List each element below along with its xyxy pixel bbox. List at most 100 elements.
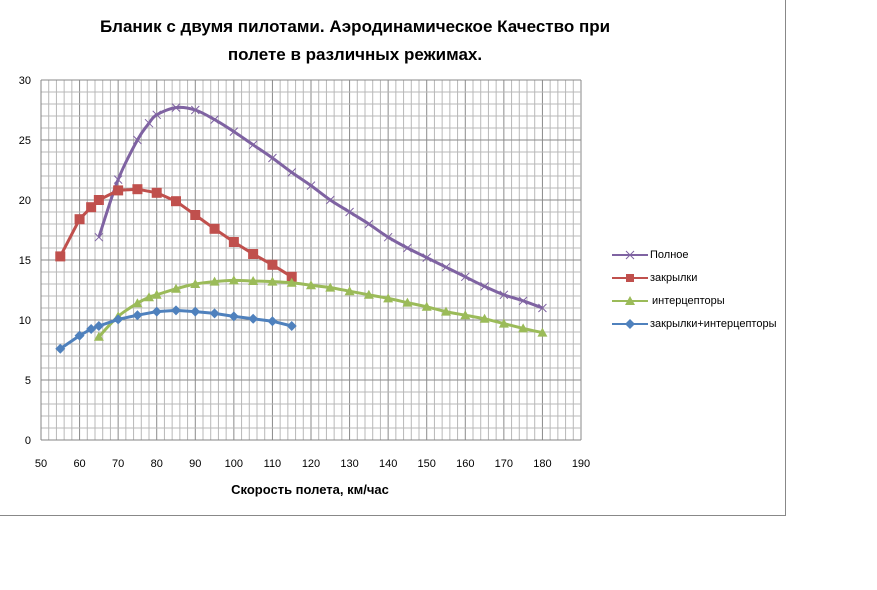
legend-label: закрылки+интерцепторы — [650, 318, 777, 330]
data-point-triangle-marker — [498, 318, 509, 328]
data-point-diamond-marker — [286, 321, 297, 331]
data-point-x-marker — [383, 232, 393, 242]
data-point-x-marker — [268, 153, 277, 163]
data-point-x-marker — [287, 168, 297, 177]
legend-marker-square-icon — [612, 274, 648, 282]
data-point-diamond-marker — [267, 316, 278, 327]
data-point-square-marker — [228, 237, 239, 247]
chart-title-line2: полете в различных режимах. — [227, 45, 483, 64]
x-tick-label: 170 — [495, 458, 513, 470]
legend-marker-triangle-icon — [612, 296, 648, 305]
x-tick-label: 180 — [533, 458, 551, 470]
data-point-x-marker — [460, 272, 470, 282]
series-line-2 — [97, 278, 543, 338]
data-point-square-marker — [93, 195, 104, 205]
data-point-square-marker — [74, 214, 85, 225]
data-point-triangle-marker — [363, 289, 374, 299]
series-line-0 — [97, 105, 543, 310]
data-point-diamond-marker — [93, 321, 104, 331]
data-point-x-marker — [152, 110, 162, 120]
data-point-diamond-marker — [132, 310, 143, 321]
data-point-triangle-marker — [151, 289, 162, 299]
data-point-x-marker — [171, 103, 181, 112]
data-point-x-marker — [248, 140, 258, 150]
legend-marker-diamond-icon — [612, 319, 648, 329]
data-point-triangle-marker — [421, 301, 432, 311]
x-axis-label: Скорость полета, км/час — [231, 482, 389, 497]
x-tick-label: 100 — [225, 458, 243, 470]
data-point-square-marker — [113, 185, 124, 196]
x-tick-label: 50 — [35, 458, 47, 470]
data-point-square-marker — [55, 251, 66, 262]
legend-item-polnoe: Полное — [612, 249, 689, 261]
x-tick-label: 110 — [264, 458, 282, 470]
data-point-triangle-marker — [306, 280, 316, 290]
legend-item-zakrylki-interceptory: закрылки+интерцепторы — [612, 318, 776, 330]
chart-frame — [0, 0, 786, 516]
x-tick-label: 90 — [189, 458, 201, 470]
x-tick-label: 80 — [151, 458, 163, 470]
data-point-square-marker — [86, 202, 97, 213]
data-point-x-marker — [518, 296, 528, 306]
data-point-x-marker — [133, 135, 142, 145]
data-point-triangle-marker — [267, 276, 278, 286]
y-tick-label: 15 — [19, 255, 31, 267]
legend-label: закрылки — [650, 272, 698, 284]
data-point-x-marker — [94, 232, 104, 242]
data-point-diamond-marker — [55, 343, 66, 354]
data-point-square-marker — [171, 196, 181, 207]
x-tick-label: 70 — [112, 458, 124, 470]
data-point-triangle-marker — [518, 323, 529, 333]
data-point-square-marker — [190, 210, 201, 220]
data-point-x-marker — [325, 195, 335, 205]
data-point-triangle-marker — [402, 297, 413, 307]
legend-label: интерцепторы — [652, 295, 725, 307]
data-point-square-marker — [132, 184, 143, 195]
data-point-square-marker — [286, 271, 297, 282]
y-tick-label: 25 — [19, 135, 31, 147]
data-point-triangle-marker — [228, 275, 239, 285]
legend-label: Полное — [650, 249, 689, 261]
chart-title-line1: Бланик с двумя пилотами. Аэродинамическо… — [99, 17, 611, 36]
data-point-square-marker — [267, 259, 278, 270]
y-tick-label: 30 — [19, 75, 31, 87]
x-tick-label: 190 — [572, 458, 590, 470]
data-point-diamond-marker — [248, 313, 259, 324]
data-point-triangle-marker — [325, 282, 336, 292]
legend-item-zakrylki: закрылки — [612, 272, 697, 284]
data-point-x-marker — [229, 127, 239, 136]
data-point-x-marker — [306, 181, 316, 190]
data-point-diamond-marker — [171, 305, 181, 316]
x-tick-label: 120 — [302, 458, 320, 470]
data-point-diamond-marker — [113, 314, 124, 325]
x-tick-label: 140 — [379, 458, 397, 470]
data-point-triangle-marker — [190, 279, 201, 288]
data-point-square-marker — [151, 187, 162, 198]
data-point-triangle-marker — [441, 306, 451, 316]
data-point-diamond-marker — [190, 306, 201, 317]
y-tick-label: 20 — [19, 195, 31, 207]
data-point-x-marker — [422, 253, 432, 262]
data-point-triangle-marker — [479, 313, 490, 323]
data-point-x-marker — [364, 219, 374, 229]
x-tick-label: 160 — [456, 458, 474, 470]
data-point-diamond-marker — [209, 308, 220, 319]
data-point-x-marker — [144, 118, 154, 128]
legend-marker-x-icon — [612, 250, 648, 260]
data-point-triangle-marker — [286, 277, 297, 287]
y-tick-label: 10 — [19, 315, 31, 327]
data-point-x-marker — [403, 243, 412, 253]
data-point-x-marker — [538, 303, 547, 313]
data-point-x-marker — [480, 282, 489, 291]
data-point-diamond-marker — [228, 311, 239, 322]
data-point-triangle-marker — [132, 298, 143, 308]
data-point-triangle-marker — [209, 276, 220, 286]
data-point-triangle-marker — [248, 276, 259, 285]
data-point-square-marker — [209, 223, 220, 234]
x-tick-label: 130 — [340, 458, 358, 470]
data-point-diamond-marker — [151, 306, 162, 317]
x-tick-label: 60 — [73, 458, 85, 470]
data-point-x-marker — [345, 207, 354, 217]
x-tick-label: 150 — [418, 458, 436, 470]
data-point-triangle-marker — [383, 293, 394, 303]
